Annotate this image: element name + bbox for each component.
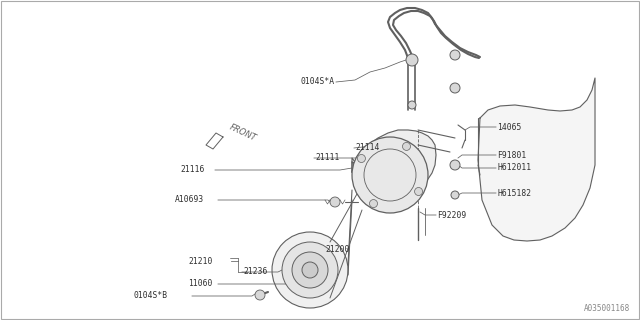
Circle shape — [272, 232, 348, 308]
Text: F91801: F91801 — [497, 150, 526, 159]
Circle shape — [352, 137, 428, 213]
Circle shape — [292, 252, 328, 288]
Text: H615182: H615182 — [497, 188, 531, 197]
Circle shape — [302, 262, 318, 278]
Text: H612011: H612011 — [497, 164, 531, 172]
Text: 21236: 21236 — [243, 268, 268, 276]
Circle shape — [415, 188, 422, 196]
Circle shape — [450, 50, 460, 60]
Polygon shape — [352, 130, 436, 187]
Text: 21114: 21114 — [355, 143, 380, 153]
Circle shape — [330, 197, 340, 207]
Text: 21200: 21200 — [325, 245, 349, 254]
Text: 0104S*B: 0104S*B — [133, 292, 167, 300]
Circle shape — [255, 290, 265, 300]
Circle shape — [369, 200, 378, 208]
Text: A10693: A10693 — [175, 196, 204, 204]
Text: 21210: 21210 — [188, 257, 212, 266]
Circle shape — [406, 54, 418, 66]
Polygon shape — [478, 78, 595, 241]
Circle shape — [408, 101, 416, 109]
Text: 0104S*A: 0104S*A — [301, 77, 335, 86]
Polygon shape — [206, 133, 223, 149]
Circle shape — [357, 155, 365, 163]
Circle shape — [450, 83, 460, 93]
Circle shape — [451, 191, 459, 199]
Text: A035001168: A035001168 — [584, 304, 630, 313]
Text: 14065: 14065 — [497, 123, 522, 132]
Circle shape — [450, 160, 460, 170]
Circle shape — [403, 142, 410, 150]
Text: 21111: 21111 — [315, 154, 339, 163]
Text: 21116: 21116 — [180, 165, 204, 174]
Text: 11060: 11060 — [188, 279, 212, 289]
Text: F92209: F92209 — [437, 211, 467, 220]
Text: FRONT: FRONT — [228, 123, 258, 143]
Circle shape — [282, 242, 338, 298]
